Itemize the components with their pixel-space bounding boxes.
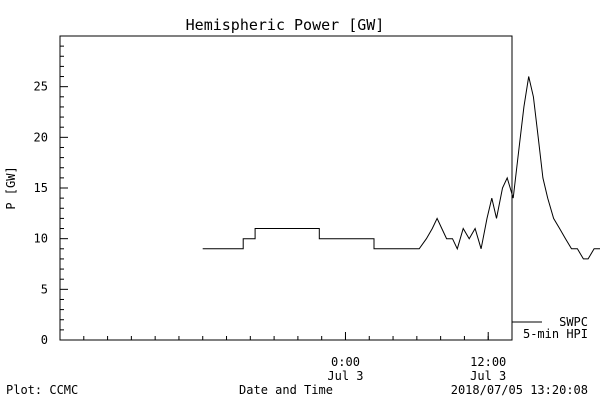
plot-frame (59, 35, 513, 341)
swpc-5min-hpi-line (202, 76, 600, 260)
footer-timestamp: 2018/07/05 13:20:08 (451, 383, 588, 397)
x-axis-label: Date and Time (239, 383, 333, 397)
y-tick-label: 0 (41, 333, 48, 347)
x-tick-date-label: Jul 3 (470, 369, 506, 383)
x-tick-time-label: 12:00 (470, 355, 506, 369)
y-tick-label: 15 (34, 181, 48, 195)
legend-label-5min-hpi: 5-min HPI (523, 327, 588, 341)
x-tick-date-label: Jul 3 (327, 369, 363, 383)
x-tick-time-label: 0:00 (331, 355, 360, 369)
y-axis-label: P [GW] (4, 166, 18, 209)
y-axis: 0 5 10 15 20 25 (34, 45, 68, 347)
y-tick-label: 10 (34, 232, 48, 246)
y-tick-label: 5 (41, 282, 48, 296)
legend-label-swpc: SWPC (559, 315, 588, 329)
y-tick-label: 20 (34, 130, 48, 144)
y-tick-label: 25 (34, 80, 48, 94)
chart-title: Hemispheric Power [GW] (186, 16, 385, 34)
footer-plot-source: Plot: CCMC (6, 383, 78, 397)
